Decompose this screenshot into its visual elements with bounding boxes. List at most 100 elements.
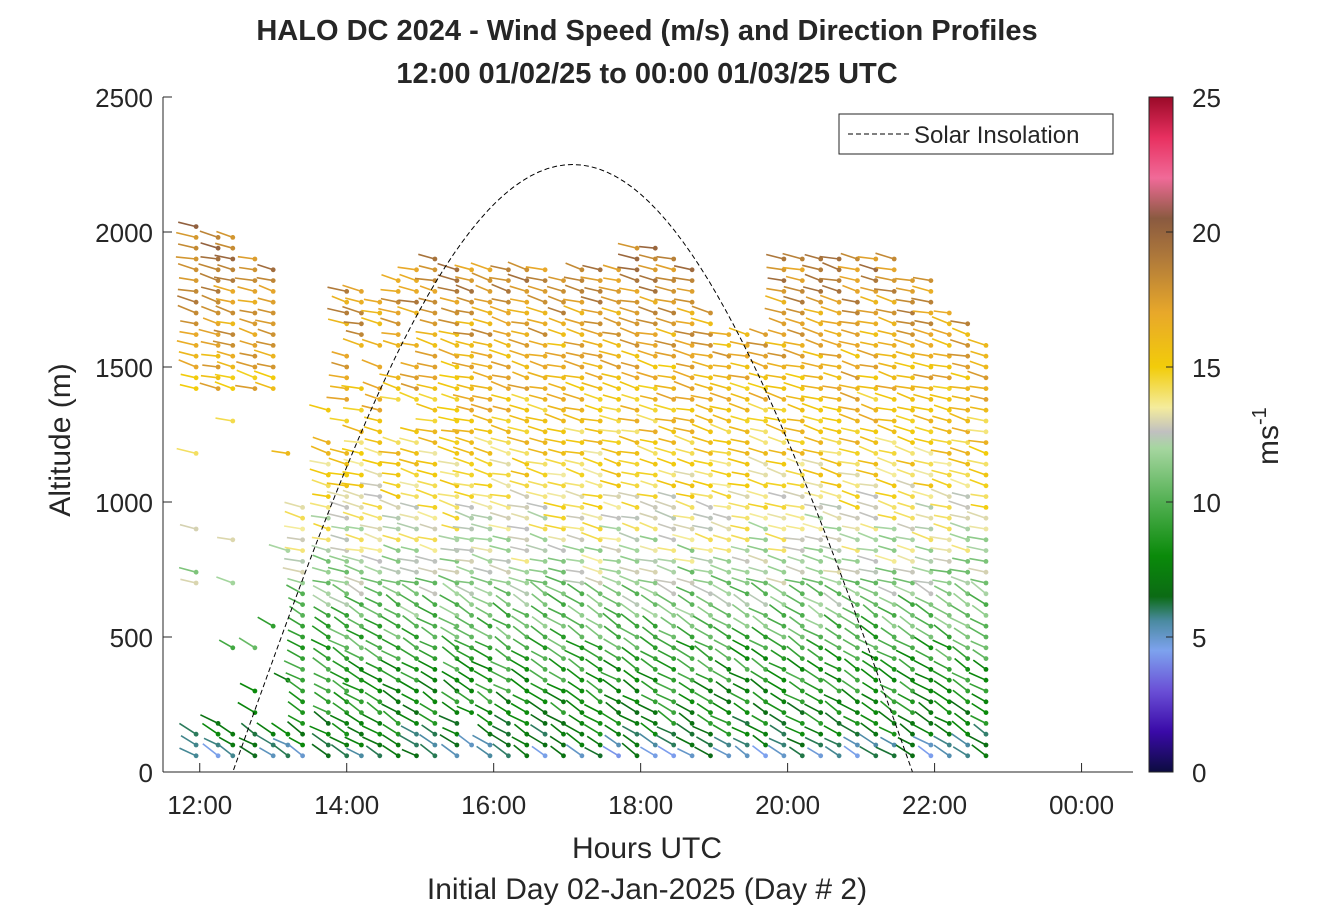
wind-barb — [602, 595, 619, 606]
wind-barb-head — [744, 397, 750, 402]
wind-barb-head — [965, 375, 971, 381]
wind-barb — [749, 512, 766, 519]
wind-barb-head — [487, 515, 493, 521]
wind-barb — [672, 276, 693, 282]
wind-barb-head — [763, 429, 768, 435]
wind-barb — [331, 525, 347, 530]
wind-barb-head — [579, 494, 585, 499]
wind-barb — [201, 722, 219, 735]
wind-barb-head — [561, 537, 566, 543]
wind-barb-head — [597, 613, 603, 618]
wind-barb-head — [193, 289, 199, 294]
wind-barb — [530, 682, 546, 692]
wind-barb-head — [781, 472, 787, 478]
wind-barb — [822, 385, 840, 390]
wind-barb — [512, 638, 528, 649]
wind-barb — [877, 418, 895, 422]
wind-barb — [438, 318, 458, 325]
wind-barb-head — [506, 451, 511, 456]
wind-barb — [713, 693, 730, 703]
wind-barb-head — [873, 645, 879, 651]
wind-barb — [950, 700, 969, 714]
wind-barb-head — [524, 602, 530, 607]
wind-barb-head — [395, 645, 401, 651]
wind-barb — [490, 265, 509, 271]
wind-barb — [582, 521, 601, 530]
wind-barb-head — [744, 602, 750, 607]
wind-barb-head — [230, 289, 236, 294]
wind-barb-head — [799, 299, 805, 305]
wind-barb — [694, 627, 711, 638]
wind-barb-head — [965, 742, 971, 748]
wind-barb — [508, 576, 528, 584]
wind-barb-head — [965, 526, 971, 532]
wind-barb — [415, 488, 436, 498]
wind-barb — [842, 638, 858, 649]
wind-barb — [676, 458, 693, 465]
wind-barb — [345, 548, 362, 552]
wind-barb — [600, 468, 619, 476]
wind-barb-head — [763, 332, 768, 337]
wind-barb — [381, 638, 399, 649]
wind-barb — [490, 437, 509, 444]
wind-barb — [583, 450, 601, 455]
wind-barb-head — [799, 451, 805, 456]
wind-barb-head — [616, 559, 621, 564]
wind-barb — [859, 330, 876, 336]
wind-barb-head — [946, 364, 952, 370]
wind-barb-head — [344, 656, 350, 661]
wind-barb-head — [763, 407, 768, 413]
wind-barb — [213, 276, 233, 282]
wind-barb — [966, 428, 987, 433]
wind-barb-head — [344, 569, 350, 575]
wind-barb — [565, 689, 583, 703]
wind-barb — [489, 493, 509, 498]
wind-barb-head — [579, 634, 585, 640]
wind-barb — [490, 660, 509, 671]
colorbar-label: ms-1 — [1249, 407, 1285, 465]
wind-barb — [585, 624, 601, 638]
wind-barb — [566, 534, 583, 541]
wind-barb-head — [818, 623, 824, 629]
wind-barb — [380, 615, 399, 627]
wind-barb — [714, 659, 730, 671]
wind-barb-head — [726, 483, 732, 489]
wind-barb — [312, 493, 329, 498]
wind-barb-head — [818, 634, 824, 640]
wind-barb — [602, 338, 619, 347]
wind-barb — [712, 593, 730, 606]
wind-barb — [933, 624, 950, 638]
wind-barb-head — [781, 656, 787, 661]
wind-barb — [442, 661, 458, 671]
wind-barb-head — [454, 742, 460, 748]
wind-barb — [914, 526, 932, 530]
wind-barb-head — [469, 505, 474, 510]
wind-barb — [823, 725, 840, 735]
wind-barb — [545, 374, 564, 379]
wind-barb-head — [652, 483, 658, 489]
wind-barb — [599, 414, 619, 422]
wind-barb-head — [818, 343, 824, 348]
wind-barb — [362, 713, 381, 725]
wind-barb-head — [616, 569, 621, 575]
wind-barb-head — [579, 537, 585, 543]
wind-barb-head — [469, 375, 474, 381]
wind-barb-head — [671, 699, 677, 705]
chart-subtitle: 12:00 01/02/25 to 00:00 01/03/25 UTC — [396, 58, 897, 90]
wind-barb — [732, 737, 748, 746]
wind-barb-head — [579, 656, 585, 661]
wind-barb-head — [744, 472, 750, 478]
wind-barb-head — [395, 494, 401, 499]
wind-barb — [712, 414, 730, 422]
wind-barb — [586, 593, 601, 606]
wind-barb — [636, 331, 656, 336]
wind-barb-head — [910, 526, 915, 532]
wind-barb — [585, 576, 601, 584]
wind-barb — [284, 510, 303, 519]
wind-barb — [362, 458, 381, 465]
wind-barb-head — [891, 515, 897, 521]
wind-barb — [379, 396, 399, 401]
wind-barb — [179, 330, 197, 336]
wind-barb — [509, 298, 527, 303]
wind-barb — [417, 567, 436, 573]
